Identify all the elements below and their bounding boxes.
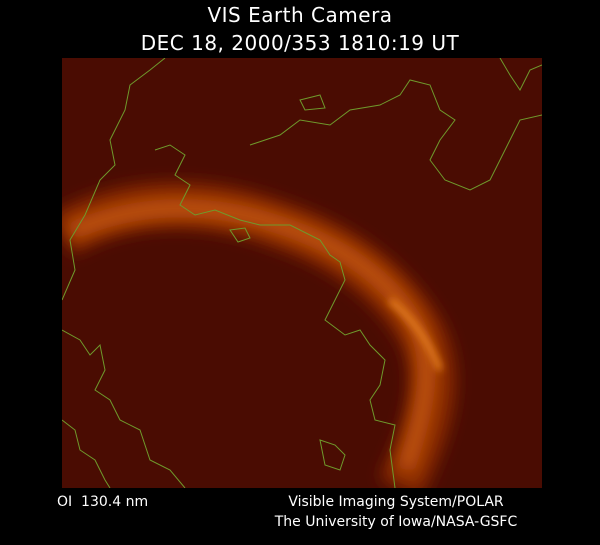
wavelength-label: OI 130.4 nm [57,494,148,510]
coastlines [62,58,542,488]
image-background [62,58,542,488]
aurora-bright [388,297,443,372]
aurora-arc [66,199,436,474]
institution-label: The University of Iowa/NASA-GSFC [274,514,518,530]
subtitle: DEC 18, 2000/353 1810:19 UT [141,31,460,55]
instrument-label: Visible Imaging System/POLAR [288,494,504,510]
title: VIS Earth Camera [207,3,392,27]
camera-image [62,58,542,488]
